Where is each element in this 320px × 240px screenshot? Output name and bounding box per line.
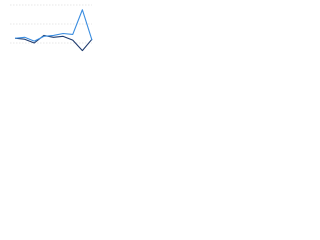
series-line	[14, 9, 93, 42]
series-line	[14, 34, 93, 52]
chart	[10, 4, 93, 52]
page: (() => { const data = JSON.parse(documen…	[0, 0, 320, 71]
